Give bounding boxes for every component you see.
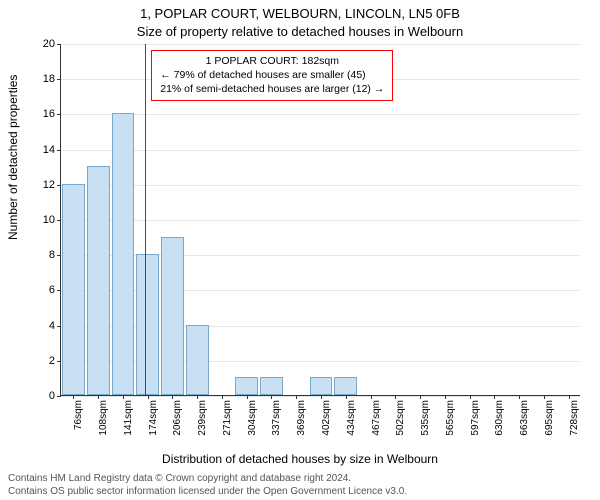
x-tick-label: 502sqm bbox=[395, 400, 396, 436]
callout-line: 21% of semi-detached houses are larger (… bbox=[160, 82, 384, 96]
x-tick-label: 630sqm bbox=[494, 400, 495, 436]
x-tick-mark bbox=[172, 395, 173, 399]
histogram-bar bbox=[334, 377, 357, 395]
y-tick-mark bbox=[57, 44, 61, 45]
y-axis-label: Number of detached properties bbox=[6, 75, 20, 240]
x-tick-label: 206sqm bbox=[172, 400, 173, 436]
y-tick-label: 16 bbox=[43, 108, 55, 120]
gridline bbox=[61, 185, 580, 186]
x-tick-label: 597sqm bbox=[470, 400, 471, 436]
x-tick-mark bbox=[247, 395, 248, 399]
x-tick-label: 467sqm bbox=[371, 400, 372, 436]
histogram-bar bbox=[260, 377, 283, 395]
x-tick-label: 76sqm bbox=[73, 400, 74, 430]
histogram-bar bbox=[235, 377, 258, 395]
histogram-bar bbox=[136, 254, 159, 395]
x-tick-label: 337sqm bbox=[271, 400, 272, 436]
x-tick-mark bbox=[346, 395, 347, 399]
histogram-bar bbox=[87, 166, 110, 395]
x-tick-mark bbox=[222, 395, 223, 399]
histogram-bar bbox=[161, 237, 184, 395]
x-tick-mark bbox=[420, 395, 421, 399]
x-axis-label: Distribution of detached houses by size … bbox=[0, 452, 600, 466]
footer-line2: Contains OS public sector information li… bbox=[8, 486, 592, 499]
x-tick-mark bbox=[470, 395, 471, 399]
gridline bbox=[61, 114, 580, 115]
y-tick-mark bbox=[57, 361, 61, 362]
title-subtitle: Size of property relative to detached ho… bbox=[0, 24, 600, 39]
histogram-bar bbox=[62, 184, 85, 395]
x-tick-mark bbox=[569, 395, 570, 399]
x-tick-mark bbox=[123, 395, 124, 399]
y-tick-label: 20 bbox=[43, 38, 55, 50]
y-tick-label: 12 bbox=[43, 179, 55, 191]
callout-box: 1 POPLAR COURT: 182sqm← 79% of detached … bbox=[151, 50, 393, 101]
x-tick-label: 402sqm bbox=[321, 400, 322, 436]
y-tick-label: 6 bbox=[49, 284, 55, 296]
y-tick-label: 14 bbox=[43, 144, 55, 156]
y-tick-mark bbox=[57, 396, 61, 397]
x-tick-mark bbox=[296, 395, 297, 399]
x-tick-mark bbox=[197, 395, 198, 399]
y-tick-mark bbox=[57, 220, 61, 221]
x-tick-label: 108sqm bbox=[98, 400, 99, 436]
footer-attribution: Contains HM Land Registry data © Crown c… bbox=[8, 473, 592, 498]
y-tick-mark bbox=[57, 255, 61, 256]
y-tick-label: 10 bbox=[43, 214, 55, 226]
x-tick-label: 174sqm bbox=[148, 400, 149, 436]
y-tick-label: 0 bbox=[49, 390, 55, 402]
x-tick-label: 434sqm bbox=[346, 400, 347, 436]
y-tick-label: 18 bbox=[43, 73, 55, 85]
x-tick-label: 304sqm bbox=[247, 400, 248, 436]
x-tick-mark bbox=[271, 395, 272, 399]
callout-line: 1 POPLAR COURT: 182sqm bbox=[160, 54, 384, 68]
histogram-bar bbox=[186, 325, 209, 395]
title-address: 1, POPLAR COURT, WELBOURN, LINCOLN, LN5 … bbox=[0, 6, 600, 21]
y-tick-label: 4 bbox=[49, 320, 55, 332]
y-tick-mark bbox=[57, 150, 61, 151]
x-tick-label: 239sqm bbox=[197, 400, 198, 436]
x-tick-mark bbox=[321, 395, 322, 399]
y-tick-mark bbox=[57, 185, 61, 186]
x-tick-label: 663sqm bbox=[519, 400, 520, 436]
callout-line: ← 79% of detached houses are smaller (45… bbox=[160, 68, 384, 82]
x-tick-mark bbox=[544, 395, 545, 399]
x-tick-label: 728sqm bbox=[569, 400, 570, 436]
x-tick-mark bbox=[519, 395, 520, 399]
gridline bbox=[61, 44, 580, 45]
x-tick-mark bbox=[148, 395, 149, 399]
gridline bbox=[61, 220, 580, 221]
y-tick-mark bbox=[57, 290, 61, 291]
x-tick-label: 271sqm bbox=[222, 400, 223, 436]
x-tick-label: 565sqm bbox=[445, 400, 446, 436]
gridline bbox=[61, 150, 580, 151]
y-tick-mark bbox=[57, 326, 61, 327]
reference-line bbox=[145, 44, 146, 395]
x-tick-label: 369sqm bbox=[296, 400, 297, 436]
x-tick-mark bbox=[73, 395, 74, 399]
y-tick-mark bbox=[57, 114, 61, 115]
histogram-bar bbox=[112, 113, 135, 395]
y-tick-label: 8 bbox=[49, 249, 55, 261]
y-tick-mark bbox=[57, 79, 61, 80]
x-tick-label: 141sqm bbox=[123, 400, 124, 436]
x-tick-mark bbox=[445, 395, 446, 399]
x-tick-mark bbox=[395, 395, 396, 399]
x-tick-label: 535sqm bbox=[420, 400, 421, 436]
x-tick-label: 695sqm bbox=[544, 400, 545, 436]
x-tick-mark bbox=[371, 395, 372, 399]
histogram-bar bbox=[310, 377, 333, 395]
footer-line1: Contains HM Land Registry data © Crown c… bbox=[8, 473, 592, 486]
x-tick-mark bbox=[494, 395, 495, 399]
histogram-plot: 0246810121416182076sqm108sqm141sqm174sqm… bbox=[60, 44, 580, 396]
y-tick-label: 2 bbox=[49, 355, 55, 367]
x-tick-mark bbox=[98, 395, 99, 399]
